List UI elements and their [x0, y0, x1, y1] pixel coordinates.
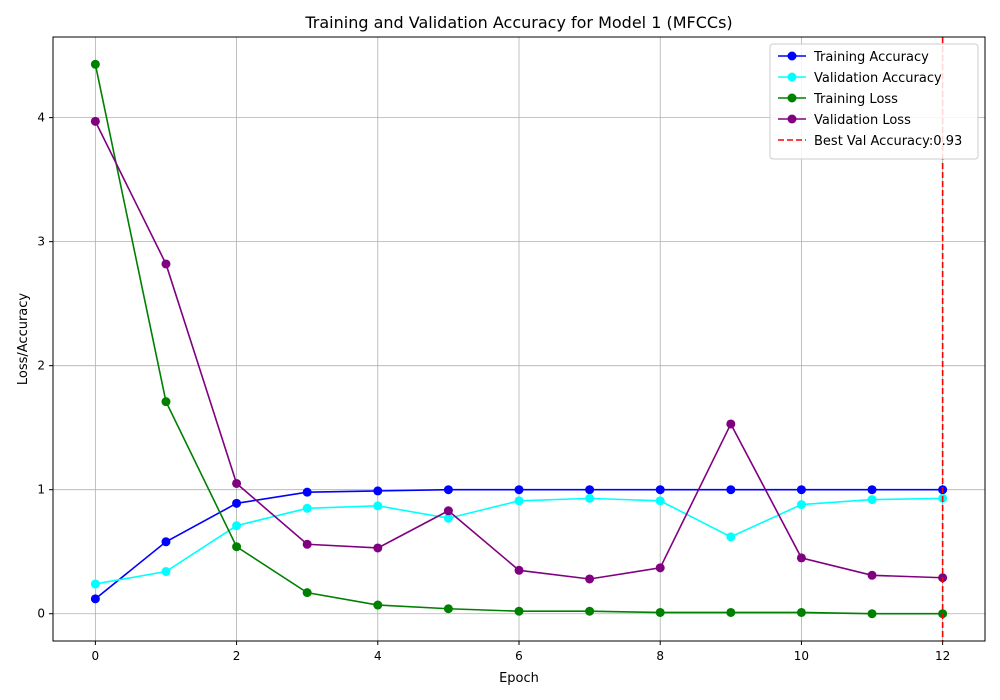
data-point-validation-loss — [161, 259, 171, 269]
legend-entry-training-loss: Training Loss — [778, 92, 898, 107]
y-tick-label: 4 — [37, 111, 45, 125]
series-training-accuracy — [90, 485, 948, 604]
data-point-validation-accuracy — [867, 495, 877, 505]
data-point-training-accuracy — [302, 487, 312, 497]
legend-entry-training-accuracy: Training Accuracy — [778, 50, 929, 65]
data-point-training-loss — [655, 607, 665, 617]
data-point-training-accuracy — [726, 485, 736, 495]
data-point-validation-accuracy — [796, 500, 806, 510]
data-point-validation-accuracy — [726, 532, 736, 542]
data-point-training-accuracy — [443, 485, 453, 495]
data-point-validation-accuracy — [232, 521, 242, 531]
x-tick-label: 0 — [92, 649, 100, 663]
data-point-validation-loss — [373, 543, 383, 553]
data-point-training-accuracy — [655, 485, 665, 495]
data-point-training-accuracy — [161, 537, 171, 547]
data-point-training-loss — [90, 59, 100, 69]
data-point-training-accuracy — [232, 498, 242, 508]
y-tick-label: 0 — [37, 607, 45, 621]
data-point-validation-accuracy — [373, 501, 383, 511]
series-validation-accuracy — [90, 493, 948, 589]
data-point-validation-loss — [302, 539, 312, 549]
y-tick-label: 1 — [37, 483, 45, 497]
data-point-training-loss — [443, 604, 453, 614]
x-tick-label: 4 — [374, 649, 382, 663]
legend-entry-validation-accuracy: Validation Accuracy — [778, 71, 942, 86]
data-point-training-loss — [796, 607, 806, 617]
data-point-validation-loss — [443, 506, 453, 516]
data-point-training-loss — [161, 397, 171, 407]
legend-marker — [787, 93, 797, 103]
legend-label: Training Loss — [813, 92, 898, 107]
data-point-validation-loss — [90, 116, 100, 126]
data-point-training-loss — [726, 607, 736, 617]
data-point-validation-accuracy — [90, 579, 100, 589]
x-tick-label: 8 — [656, 649, 664, 663]
legend: Training Accuracy Validation Accuracy Trai… — [769, 43, 979, 160]
y-tick-label: 2 — [37, 359, 45, 373]
data-point-training-loss — [302, 588, 312, 598]
data-point-validation-accuracy — [443, 513, 453, 523]
legend-box — [769, 43, 979, 160]
data-point-training-loss — [867, 609, 877, 619]
data-point-validation-loss — [796, 553, 806, 563]
data-point-training-loss — [232, 542, 242, 552]
legend-label: Best Val Accuracy:0.93 — [814, 134, 962, 149]
data-point-training-loss — [585, 606, 595, 616]
data-point-training-accuracy — [585, 485, 595, 495]
series-validation-loss — [90, 116, 948, 584]
x-axis-label: Epoch — [499, 671, 539, 686]
data-point-validation-accuracy — [161, 567, 171, 577]
data-point-validation-accuracy — [514, 496, 524, 506]
data-point-validation-loss — [514, 565, 524, 575]
data-point-validation-loss — [232, 478, 242, 488]
data-point-training-accuracy — [90, 594, 100, 604]
legend-entry-best-val-accuracy-0-93: Best Val Accuracy:0.93 — [778, 134, 962, 149]
data-point-training-loss — [373, 600, 383, 610]
y-tick-label: 3 — [37, 235, 45, 249]
legend-label: Validation Loss — [814, 113, 911, 128]
legend-marker — [787, 114, 797, 124]
series-training-loss — [90, 59, 948, 619]
chart-title: Training and Validation Accuracy for Mod… — [304, 13, 732, 32]
data-point-validation-accuracy — [585, 493, 595, 503]
legend-label: Training Accuracy — [813, 50, 929, 65]
data-point-validation-accuracy — [302, 503, 312, 513]
x-tick-label: 6 — [515, 649, 523, 663]
x-tick-label: 12 — [935, 649, 950, 663]
x-axis-ticks: 0 2 4 6 8 10 12 — [92, 641, 950, 663]
data-point-validation-loss — [585, 574, 595, 584]
data-point-training-loss — [514, 606, 524, 616]
x-tick-label: 10 — [794, 649, 809, 663]
legend-marker — [787, 51, 797, 61]
data-point-validation-loss — [726, 419, 736, 429]
data-point-validation-loss — [655, 563, 665, 573]
legend-marker — [787, 72, 797, 82]
legend-label: Validation Accuracy — [814, 71, 942, 86]
data-point-validation-accuracy — [655, 496, 665, 506]
data-point-validation-loss — [867, 570, 877, 580]
data-point-training-accuracy — [796, 485, 806, 495]
data-point-training-accuracy — [373, 486, 383, 496]
data-point-training-accuracy — [867, 485, 877, 495]
legend-entry-validation-loss: Validation Loss — [778, 113, 911, 128]
data-point-training-accuracy — [514, 485, 524, 495]
y-axis-label: Loss/Accuracy — [16, 293, 31, 386]
y-axis-ticks: 0 1 2 3 4 — [37, 111, 53, 621]
x-tick-label: 2 — [233, 649, 241, 663]
